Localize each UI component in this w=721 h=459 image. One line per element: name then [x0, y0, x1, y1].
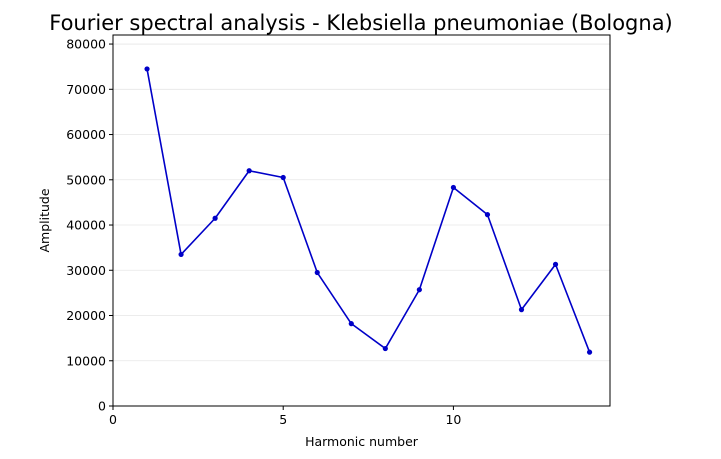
y-tick-label: 10000: [66, 353, 106, 368]
series-layer: [144, 66, 593, 355]
data-point: [212, 215, 218, 221]
x-axis-ticks: 0 5 10: [109, 406, 461, 427]
data-point: [518, 307, 525, 313]
data-point: [348, 321, 354, 327]
y-tick-label: 0: [98, 399, 106, 414]
data-point: [382, 345, 388, 352]
y-tick-label: 70000: [66, 82, 106, 97]
y-axis-label: Amplitude: [37, 188, 52, 252]
x-tick-label: 5: [279, 412, 287, 427]
data-point: [246, 168, 252, 174]
y-tick-label: 50000: [66, 172, 106, 187]
x-tick-label: 0: [109, 412, 117, 427]
x-axis-label: Harmonic number: [305, 434, 419, 449]
y-tick-label: 40000: [66, 218, 106, 233]
data-point: [586, 349, 593, 355]
data-point: [314, 269, 320, 276]
y-tick-label: 80000: [66, 37, 106, 52]
data-point: [484, 212, 491, 218]
y-tick-label: 30000: [66, 263, 106, 278]
x-tick-label: 10: [445, 412, 461, 427]
data-point: [450, 184, 457, 191]
series-line: [146, 68, 591, 353]
y-tick-label: 20000: [66, 308, 106, 323]
gridlines: [113, 43, 610, 362]
data-point: [552, 261, 559, 267]
chart-title: Fourier spectral analysis - Klebsiella p…: [49, 11, 673, 35]
plot-frame: [112, 34, 611, 407]
y-tick-label: 60000: [66, 127, 106, 142]
data-point: [280, 174, 286, 181]
data-point: [178, 251, 184, 258]
data-point: [416, 287, 422, 293]
data-point: [144, 66, 150, 72]
y-axis-ticks: 0 10000 20000 30000 40000 50000 60000 70000 8000…: [66, 37, 113, 414]
